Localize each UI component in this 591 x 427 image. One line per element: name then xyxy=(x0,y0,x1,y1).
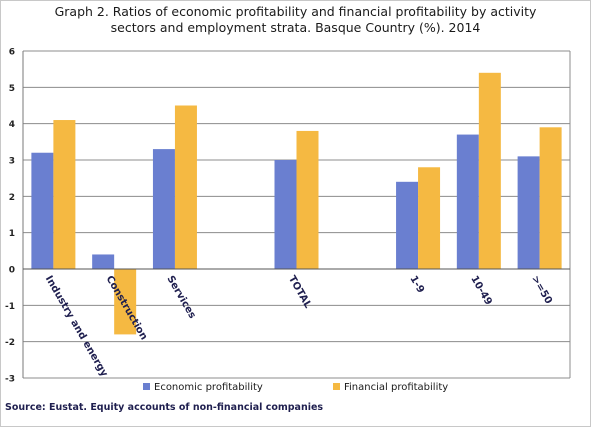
y-tick-label: 1 xyxy=(9,229,15,239)
x-tick-label: Industry and energy xyxy=(43,274,110,379)
bar-economic xyxy=(274,160,297,269)
source-note: Source: Eustat. Equity accounts of non-f… xyxy=(5,402,324,413)
x-tick-label: 10-49 xyxy=(468,274,494,307)
legend-label: Economic profitability xyxy=(154,382,263,393)
y-tick-label: 2 xyxy=(9,193,15,203)
y-tick-label: 5 xyxy=(9,84,15,94)
x-tick-label: >=50 xyxy=(529,274,554,306)
x-tick-label: 1-9 xyxy=(407,274,426,295)
bar-economic xyxy=(92,254,115,269)
chart-title-line-1: Graph 2. Ratios of economic profitabilit… xyxy=(54,4,537,19)
bar-economic xyxy=(456,134,479,269)
bar-economic xyxy=(152,149,175,269)
y-tick-label: 6 xyxy=(9,48,15,58)
bar-financial xyxy=(296,130,319,269)
bar-economic xyxy=(31,152,54,269)
bar-financial xyxy=(539,127,562,269)
legend-swatch xyxy=(333,383,340,390)
y-tick-label: -3 xyxy=(5,375,15,385)
bar-financial xyxy=(174,105,197,269)
bar-economic xyxy=(396,181,419,269)
chart-title-line-2: sectors and employment strata. Basque Co… xyxy=(110,20,481,35)
x-tick-label: Services xyxy=(164,274,197,321)
y-tick-label: -2 xyxy=(5,338,15,348)
legend-swatch xyxy=(143,383,150,390)
y-tick-label: 4 xyxy=(9,120,15,130)
y-tick-label: -1 xyxy=(5,302,15,312)
legend-label: Financial profitability xyxy=(344,382,448,393)
chart-title: Graph 2. Ratios of economic profitabilit… xyxy=(0,4,591,36)
y-tick-label: 3 xyxy=(9,157,15,167)
bar-financial xyxy=(418,167,441,269)
y-tick-label: 0 xyxy=(9,266,15,276)
bar-economic xyxy=(517,156,540,269)
bar-financial xyxy=(53,120,76,270)
bar-financial xyxy=(478,72,501,269)
bar-financial xyxy=(114,269,137,335)
